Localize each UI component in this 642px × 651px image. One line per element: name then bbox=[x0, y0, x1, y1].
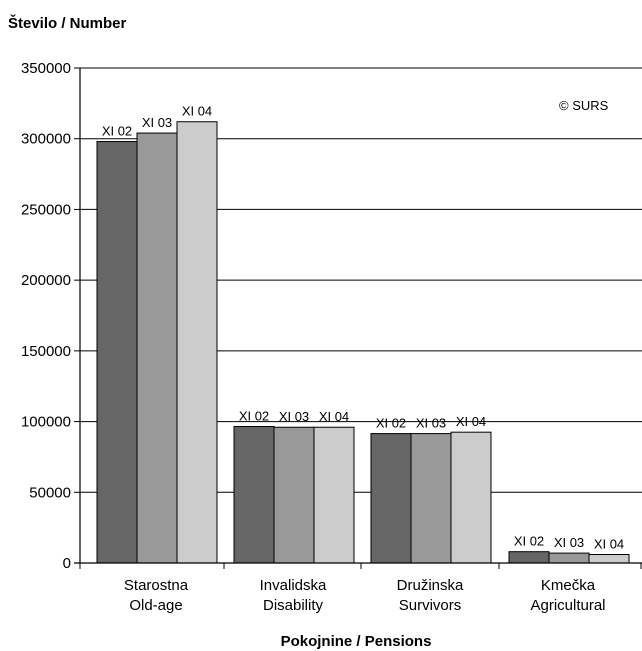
x-tick-label: Survivors bbox=[399, 597, 462, 614]
bar bbox=[176, 121, 218, 564]
y-tick-label: 200000 bbox=[21, 272, 71, 289]
bar bbox=[313, 426, 355, 564]
bar bbox=[136, 132, 178, 564]
x-axis-title: Pokojnine / Pensions bbox=[281, 633, 432, 650]
data-label: XI 03 bbox=[279, 409, 309, 424]
data-label: XI 02 bbox=[239, 409, 269, 424]
y-tick-label: 300000 bbox=[21, 131, 71, 148]
data-label: XI 04 bbox=[319, 409, 349, 424]
bar bbox=[588, 554, 630, 564]
x-tick-label: Invalidska bbox=[260, 577, 327, 594]
x-tick-label: Starostna bbox=[124, 577, 189, 594]
data-label: XI 04 bbox=[456, 414, 486, 429]
x-tick-label: Kmečka bbox=[541, 577, 596, 594]
y-axis: 0 50000 100000 150000 200000 250000 300000 3500… bbox=[21, 60, 81, 572]
data-label: XI 02 bbox=[514, 534, 544, 549]
bar bbox=[273, 426, 315, 564]
y-tick-label: 100000 bbox=[21, 414, 71, 431]
data-label: XI 03 bbox=[142, 115, 172, 130]
bar bbox=[410, 433, 452, 564]
y-tick-label: 0 bbox=[63, 555, 71, 572]
data-label: XI 03 bbox=[416, 416, 446, 431]
bar bbox=[508, 551, 550, 564]
x-tick-label: Agricultural bbox=[530, 597, 605, 614]
y-axis-title: Število / Number bbox=[8, 14, 127, 32]
bars: XI 02 XI 03 XI 04 XI 02 XI 03 XI 04 XI 02 XI 03… bbox=[96, 104, 630, 564]
data-label: XI 03 bbox=[554, 535, 584, 550]
data-label: XI 02 bbox=[376, 416, 406, 431]
bar bbox=[233, 426, 275, 564]
bar bbox=[96, 141, 138, 564]
bar bbox=[450, 431, 492, 564]
x-tick-label: Old-age bbox=[129, 597, 182, 614]
bar bbox=[370, 433, 412, 564]
bar bbox=[548, 552, 590, 564]
data-label: XI 04 bbox=[594, 537, 624, 552]
copyright-label: © SURS bbox=[559, 98, 609, 113]
data-label: XI 02 bbox=[102, 124, 132, 139]
x-axis: Starostna Old-age Invalidska Disability Druž… bbox=[74, 562, 642, 614]
y-tick-label: 250000 bbox=[21, 201, 71, 218]
x-tick-label: Družinska bbox=[397, 577, 464, 594]
y-tick-label: 350000 bbox=[21, 60, 71, 77]
x-tick-label: Disability bbox=[263, 597, 324, 614]
data-label: XI 04 bbox=[182, 104, 212, 119]
y-tick-label: 50000 bbox=[29, 484, 71, 501]
y-tick-label: 150000 bbox=[21, 343, 71, 360]
